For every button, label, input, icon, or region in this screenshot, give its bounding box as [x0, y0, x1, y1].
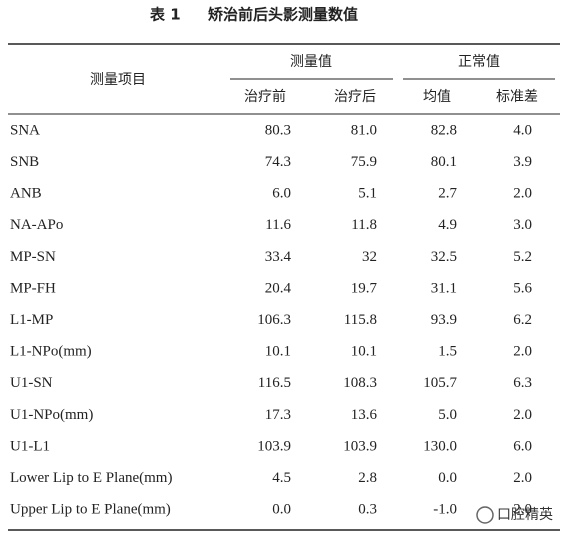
cell-value: 20.4 — [265, 280, 292, 296]
cell-value: 0.0 — [438, 470, 457, 486]
table-title: 矫治前后头影测量数值 — [208, 6, 358, 24]
row-label: L1-MP — [10, 312, 53, 328]
cell-value: 11.8 — [351, 217, 377, 233]
cell-value: 75.9 — [351, 154, 377, 170]
table-number: 表 1 — [150, 6, 181, 24]
row-label: ANB — [10, 186, 42, 202]
cell-value: 2.0 — [513, 344, 532, 360]
cell-value: 5.6 — [513, 280, 532, 296]
cell-value: 10.1 — [351, 344, 377, 360]
row-label: NA-APo — [10, 217, 63, 233]
cell-value: 6.2 — [513, 312, 532, 328]
cell-value: 82.8 — [431, 122, 457, 138]
cell-value: 5.2 — [513, 249, 532, 265]
cell-value: 106.3 — [257, 312, 291, 328]
cell-value: 130.0 — [423, 438, 457, 454]
cell-value: 116.5 — [258, 375, 291, 391]
row-label: Lower Lip to E Plane(mm) — [10, 470, 172, 486]
item-header: 测量项目 — [90, 72, 146, 88]
cell-value: 2.8 — [358, 470, 377, 486]
cell-value: 1.5 — [438, 344, 457, 360]
cell-value: 2.0 — [513, 186, 532, 202]
cell-value: 93.9 — [431, 312, 457, 328]
cell-value: 0.3 — [358, 502, 377, 518]
row-label: U1-SN — [10, 375, 53, 391]
cell-value: 115.8 — [344, 312, 377, 328]
cell-value: 105.7 — [423, 375, 457, 391]
cell-value: 2.0 — [513, 407, 532, 423]
row-label: SNB — [10, 154, 39, 170]
cell-value: 4.0 — [513, 122, 532, 138]
cell-value: 0.0 — [272, 502, 291, 518]
cell-value: 6.0 — [513, 438, 532, 454]
cell-value: 11.6 — [265, 217, 291, 233]
row-label: Upper Lip to E Plane(mm) — [10, 502, 171, 518]
cell-value: 2.0 — [513, 502, 532, 518]
row-label: U1-L1 — [10, 438, 50, 454]
cell-value: -1.0 — [433, 502, 457, 518]
cell-value: 3.9 — [513, 154, 532, 170]
cell-value: 81.0 — [351, 122, 377, 138]
row-label: SNA — [10, 122, 40, 138]
cell-value: 10.1 — [265, 344, 291, 360]
row-label: U1-NPo(mm) — [10, 407, 93, 423]
group-header: 正常值 — [458, 54, 500, 70]
cell-value: 19.7 — [351, 280, 378, 296]
cell-value: 5.0 — [438, 407, 457, 423]
cell-value: 13.6 — [351, 407, 378, 423]
column-header: 标准差 — [496, 89, 538, 105]
watermark-icon — [476, 506, 494, 524]
cell-value: 103.9 — [343, 438, 377, 454]
column-header: 治疗前 — [244, 88, 286, 105]
cell-value: 33.4 — [265, 249, 292, 265]
watermark: 口腔精英 — [497, 506, 553, 523]
cell-value: 6.3 — [513, 375, 532, 391]
cell-value: 80.3 — [265, 122, 291, 138]
cell-value: 4.5 — [272, 470, 291, 486]
cell-value: 3.0 — [513, 217, 532, 233]
row-label: MP-FH — [10, 280, 56, 296]
cell-value: 80.1 — [431, 154, 457, 170]
group-header: 测量值 — [290, 54, 332, 70]
column-header: 均值 — [423, 89, 451, 105]
cell-value: 74.3 — [265, 154, 291, 170]
cell-value: 103.9 — [257, 438, 291, 454]
cell-value: 17.3 — [265, 407, 291, 423]
row-label: L1-NPo(mm) — [10, 344, 92, 360]
cell-value: 32.5 — [431, 249, 457, 265]
cell-value: 2.0 — [513, 470, 532, 486]
cell-value: 4.9 — [438, 217, 457, 233]
row-label: MP-SN — [10, 249, 56, 265]
cell-value: 6.0 — [272, 186, 291, 202]
cell-value: 2.7 — [438, 186, 457, 202]
cell-value: 31.1 — [431, 280, 457, 296]
cell-value: 5.1 — [358, 186, 377, 202]
cell-value: 32 — [362, 249, 377, 265]
column-header: 治疗后 — [334, 89, 376, 105]
cell-value: 108.3 — [343, 375, 377, 391]
